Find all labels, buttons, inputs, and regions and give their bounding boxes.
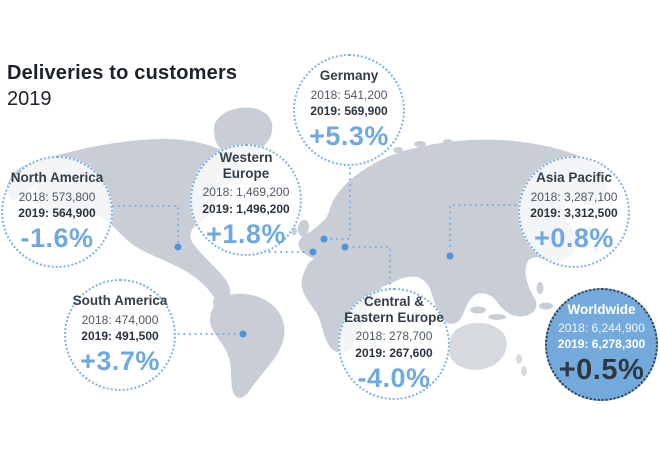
island-newguinea [539, 302, 553, 310]
region-value-2019: 2019: 1,496,200 [202, 201, 290, 216]
region-greenland [213, 107, 273, 157]
region-name: Central & Eastern Europe [344, 294, 444, 325]
page-subtitle-year: 2019 [7, 88, 52, 110]
island-sulawesi [525, 302, 533, 310]
region-value-2018: 2018: 278,700 [355, 329, 433, 344]
region-change-percent: +0.5% [558, 354, 645, 387]
connector-north-america [112, 205, 179, 244]
island-borneo [508, 304, 520, 314]
island-philippines [536, 282, 544, 294]
region-value-2018: 2018: 6,244,900 [558, 321, 645, 336]
region-bubble-germany: Germany 2018: 541,200 2019: 569,900 +5.3… [293, 54, 405, 166]
region-name: Asia Pacific [536, 170, 612, 186]
continent-africa [301, 256, 384, 353]
region-value-2019: 2019: 569,900 [310, 103, 388, 118]
location-dot-south-america [239, 330, 247, 338]
island-nz-north [516, 354, 522, 364]
region-value-2019: 2019: 267,600 [355, 345, 433, 360]
region-change-percent: +3.7% [80, 345, 160, 376]
region-name: Worldwide [567, 301, 636, 317]
location-dot-germany [320, 235, 328, 243]
region-bubble-western-europe: Western Europe 2018: 1,469,200 2019: 1,4… [190, 144, 302, 256]
region-bubble-north-america: North America 2018: 573,800 2019: 564,90… [1, 156, 113, 268]
region-value-2019: 2019: 564,900 [18, 205, 96, 220]
region-name: Germany [319, 68, 379, 84]
continent-south-america [209, 293, 285, 398]
location-dot-north-america [174, 243, 182, 251]
region-value-2018: 2018: 541,200 [310, 87, 388, 102]
arctic-island-2 [414, 141, 426, 147]
region-change-percent: +0.8% [534, 222, 614, 253]
region-value-2019: 2019: 6,278,300 [557, 337, 646, 352]
arctic-island-1 [393, 147, 403, 153]
region-value-2018: 2018: 3,287,100 [530, 189, 618, 204]
region-change-percent: -1.6% [20, 222, 94, 253]
location-dot-asia-pacific [446, 252, 454, 260]
region-value-2019: 2019: 3,312,500 [530, 205, 618, 220]
island-nz-south [521, 366, 527, 376]
region-name: South America [72, 293, 168, 309]
island-java [488, 314, 506, 320]
continent-australia [448, 322, 507, 370]
region-value-2018: 2018: 1,469,200 [202, 185, 290, 200]
region-name: North America [10, 170, 104, 186]
region-value-2018: 2018: 573,800 [18, 189, 96, 204]
connector-germany [328, 167, 351, 240]
region-value-2018: 2018: 474,000 [81, 312, 159, 327]
region-name: Western Europe [219, 150, 273, 181]
region-change-percent: -4.0% [357, 362, 431, 393]
region-change-percent: +1.8% [206, 218, 286, 249]
connector-asia-pacific [449, 204, 522, 252]
location-dot-western-europe [309, 248, 317, 256]
region-value-2019: 2019: 491,500 [81, 328, 159, 343]
location-dot-central-eastern-europe [341, 243, 349, 251]
arctic-island-3 [443, 139, 453, 145]
island-sumatra [470, 306, 486, 314]
region-bubble-central-eastern-europe: Central & Eastern Europe 2018: 278,700 2… [338, 288, 450, 400]
region-change-percent: +5.3% [309, 120, 389, 151]
island-uk [297, 219, 309, 237]
region-bubble-south-america: South America 2018: 474,000 2019: 491,50… [64, 279, 176, 391]
page-header: Deliveries to customers 2019 [7, 62, 237, 111]
region-bubble-asia-pacific: Asia Pacific 2018: 3,287,100 2019: 3,312… [518, 156, 630, 268]
region-bubble-worldwide: Worldwide 2018: 6,244,900 2019: 6,278,30… [545, 288, 658, 401]
page-title: Deliveries to customers [7, 62, 238, 84]
